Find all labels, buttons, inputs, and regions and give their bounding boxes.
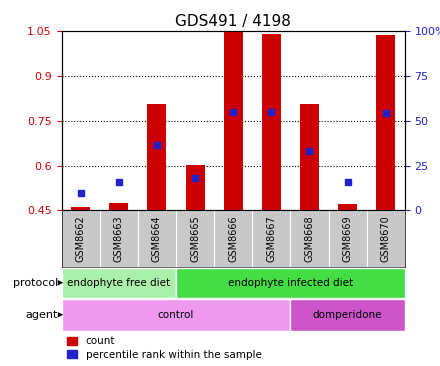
Bar bbox=[147, 104, 166, 210]
Text: protocol: protocol bbox=[13, 278, 58, 288]
Text: GSM8669: GSM8669 bbox=[343, 216, 352, 262]
Bar bbox=[290, 299, 405, 330]
Text: GSM8663: GSM8663 bbox=[114, 216, 124, 262]
Text: GSM8662: GSM8662 bbox=[76, 216, 86, 262]
Text: endophyte free diet: endophyte free diet bbox=[67, 278, 170, 288]
Bar bbox=[262, 34, 281, 210]
Text: endophyte infected diet: endophyte infected diet bbox=[228, 278, 353, 288]
Bar bbox=[338, 204, 357, 210]
Title: GDS491 / 4198: GDS491 / 4198 bbox=[175, 14, 291, 29]
Text: agent: agent bbox=[26, 310, 58, 320]
Text: GSM8668: GSM8668 bbox=[304, 216, 315, 262]
Bar bbox=[376, 35, 395, 210]
Legend: count, percentile rank within the sample: count, percentile rank within the sample bbox=[67, 336, 261, 359]
Text: GSM8670: GSM8670 bbox=[381, 216, 391, 262]
Bar bbox=[62, 268, 176, 298]
Bar bbox=[186, 165, 205, 210]
Bar bbox=[300, 104, 319, 210]
Text: GSM8667: GSM8667 bbox=[266, 216, 276, 262]
Text: GSM8664: GSM8664 bbox=[152, 216, 162, 262]
Bar bbox=[109, 203, 128, 210]
Bar bbox=[224, 32, 243, 210]
Text: domperidone: domperidone bbox=[313, 310, 382, 320]
Bar bbox=[176, 268, 405, 298]
Text: GSM8666: GSM8666 bbox=[228, 216, 238, 262]
Text: control: control bbox=[158, 310, 194, 320]
Bar bbox=[62, 299, 290, 330]
Text: GSM8665: GSM8665 bbox=[190, 216, 200, 262]
Bar bbox=[71, 207, 90, 210]
